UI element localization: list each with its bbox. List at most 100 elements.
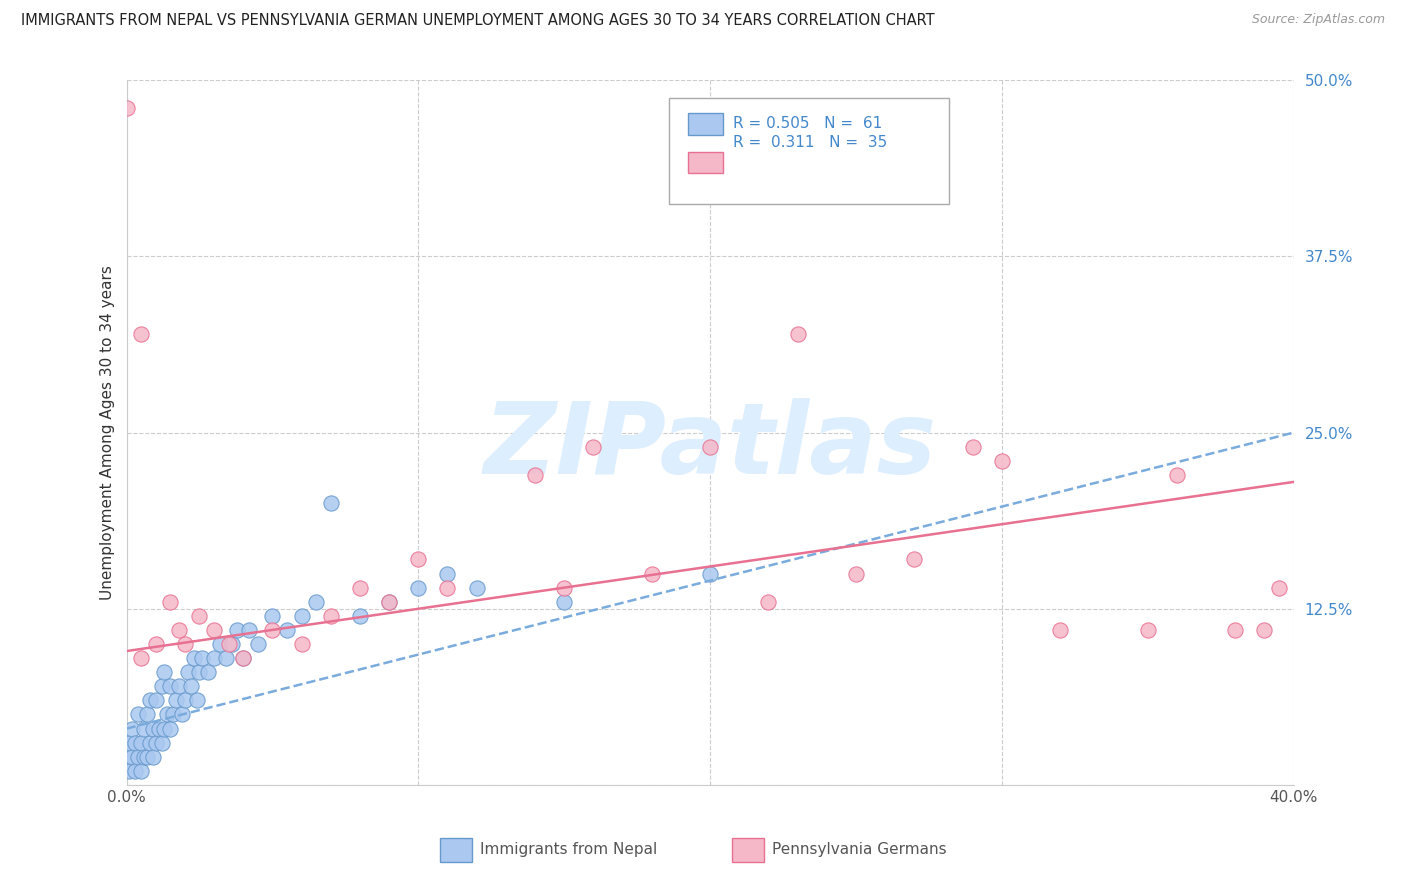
Point (582, 440, 605, 454)
Point (1268, 581, 1291, 595)
Point (188, 665, 211, 680)
Point (553, 581, 575, 595)
Point (191, 651, 214, 665)
Y-axis label: Unemployment Among Ages 30 to 34 years: Unemployment Among Ages 30 to 34 years (100, 265, 115, 600)
Point (159, 722, 181, 736)
Point (197, 665, 219, 680)
Point (162, 707, 184, 722)
Point (378, 595, 401, 609)
Point (145, 637, 167, 651)
Point (156, 707, 179, 722)
Point (121, 722, 143, 736)
Point (232, 651, 254, 665)
Text: Immigrants from Nepal: Immigrants from Nepal (479, 842, 658, 857)
Point (118, 764, 141, 778)
Point (153, 722, 176, 736)
Point (378, 595, 401, 609)
Point (142, 749, 165, 764)
Point (183, 651, 205, 665)
Point (129, 764, 152, 778)
Point (408, 552, 430, 566)
Point (188, 608, 211, 623)
Point (186, 693, 208, 707)
Text: IMMIGRANTS FROM NEPAL VS PENNSYLVANIA GERMAN UNEMPLOYMENT AMONG AGES 30 TO 34 YE: IMMIGRANTS FROM NEPAL VS PENNSYLVANIA GE… (21, 13, 935, 29)
Point (1049, 623, 1071, 637)
Point (349, 581, 371, 595)
Point (136, 707, 159, 722)
Point (699, 440, 721, 454)
Point (202, 623, 225, 637)
Point (132, 749, 155, 764)
Point (1223, 623, 1246, 637)
Point (1166, 467, 1188, 482)
Point (305, 595, 328, 609)
Point (465, 581, 488, 595)
Point (845, 566, 868, 581)
Point (129, 326, 152, 341)
Point (349, 608, 371, 623)
Point (319, 608, 342, 623)
FancyBboxPatch shape (733, 838, 763, 862)
Point (159, 595, 181, 609)
FancyBboxPatch shape (688, 113, 723, 135)
Point (150, 679, 173, 693)
Point (903, 552, 925, 566)
Point (640, 566, 664, 581)
Point (139, 736, 162, 750)
Point (129, 651, 152, 665)
Point (962, 440, 984, 454)
Point (699, 566, 721, 581)
Point (148, 722, 170, 736)
Text: R =  0.311   N =  35: R = 0.311 N = 35 (734, 136, 887, 151)
Point (262, 623, 284, 637)
Point (177, 665, 200, 680)
Point (218, 637, 240, 651)
Point (202, 651, 225, 665)
Point (174, 693, 197, 707)
Point (276, 623, 298, 637)
Point (127, 749, 149, 764)
Point (246, 637, 269, 651)
Point (786, 326, 808, 341)
Point (170, 707, 193, 722)
Point (226, 623, 249, 637)
Point (167, 623, 190, 637)
Point (238, 623, 260, 637)
Point (436, 566, 458, 581)
Point (139, 693, 162, 707)
Point (990, 454, 1012, 468)
Point (132, 722, 155, 736)
Point (124, 736, 146, 750)
Text: R = 0.505   N =  61: R = 0.505 N = 61 (734, 117, 883, 131)
Point (150, 736, 173, 750)
Point (174, 637, 197, 651)
Point (115, 102, 138, 116)
Point (1253, 623, 1275, 637)
Point (180, 679, 202, 693)
FancyBboxPatch shape (440, 838, 472, 862)
Point (115, 749, 138, 764)
Point (408, 581, 430, 595)
Text: ZIPatlas: ZIPatlas (484, 398, 936, 495)
Point (221, 637, 243, 651)
Point (159, 679, 181, 693)
Point (290, 608, 312, 623)
Text: Source: ZipAtlas.com: Source: ZipAtlas.com (1251, 13, 1385, 27)
Point (524, 467, 547, 482)
Text: Pennsylvania Germans: Pennsylvania Germans (772, 842, 946, 857)
Point (215, 651, 238, 665)
Point (153, 665, 176, 680)
Point (290, 637, 312, 651)
Point (127, 707, 149, 722)
Point (436, 581, 458, 595)
Point (1136, 623, 1159, 637)
Point (553, 595, 575, 609)
Point (208, 637, 231, 651)
Point (118, 736, 141, 750)
Point (124, 764, 146, 778)
Point (145, 693, 167, 707)
FancyBboxPatch shape (669, 98, 949, 203)
Point (167, 679, 190, 693)
FancyBboxPatch shape (688, 153, 723, 173)
Point (121, 749, 143, 764)
